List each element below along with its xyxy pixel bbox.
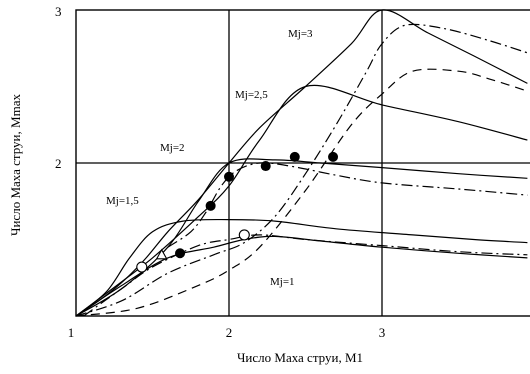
x-axis-label: Число Маха струи, M1 — [237, 350, 363, 365]
data-point — [205, 200, 216, 211]
data-point — [328, 151, 339, 162]
series-line — [83, 234, 528, 317]
data-point — [155, 248, 168, 260]
series-line — [75, 158, 528, 317]
curve-label: Mj=3 — [288, 28, 313, 40]
x-tick-label: 2 — [226, 325, 233, 340]
curves — [75, 9, 528, 317]
curve-label: Mj=1,5 — [106, 195, 139, 207]
series-line — [75, 84, 528, 317]
markers — [136, 151, 339, 273]
plot-frame — [75, 9, 530, 317]
curve-label: Mj=2,5 — [235, 89, 268, 101]
x-tick-label: 1 — [68, 325, 75, 340]
series-line — [75, 218, 528, 317]
data-point — [289, 151, 300, 162]
series-line — [75, 68, 528, 317]
series-line — [75, 235, 528, 317]
data-point — [238, 229, 250, 241]
y-tick-label: 3 — [55, 4, 62, 19]
data-point — [260, 161, 271, 172]
data-point — [136, 261, 148, 273]
series-line — [75, 23, 528, 317]
y-tick-label: 2 — [55, 156, 62, 171]
x-tick-label: 3 — [379, 325, 386, 340]
curve-label: Mj=1 — [270, 276, 295, 288]
series-line — [167, 162, 528, 248]
data-point — [224, 171, 234, 182]
y-axis-label: Число Маха струи, Mmax — [8, 94, 23, 236]
data-point — [175, 248, 186, 259]
curve-label: Mj=2 — [160, 142, 185, 154]
